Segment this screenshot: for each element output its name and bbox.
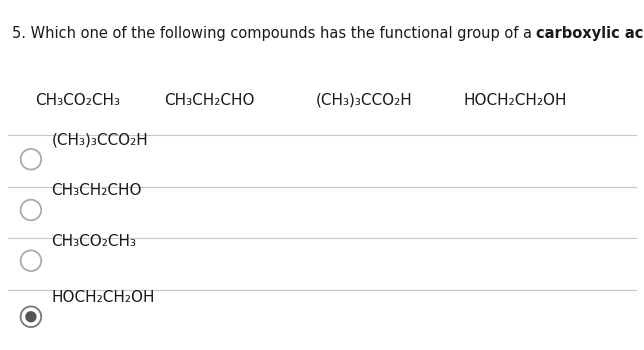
Text: HOCH₂CH₂OH: HOCH₂CH₂OH [52, 290, 155, 305]
Text: (CH₃)₃CCO₂H: (CH₃)₃CCO₂H [52, 132, 148, 147]
Text: 5. Which one of the following compounds has the functional group of a: 5. Which one of the following compounds … [12, 26, 536, 41]
Text: carboxylic acid: carboxylic acid [536, 26, 644, 41]
Text: CH₃CH₂CHO: CH₃CH₂CHO [164, 93, 255, 108]
Text: CH₃CH₂CHO: CH₃CH₂CHO [52, 183, 142, 198]
Text: (CH₃)₃CCO₂H: (CH₃)₃CCO₂H [316, 93, 412, 108]
Text: HOCH₂CH₂OH: HOCH₂CH₂OH [464, 93, 567, 108]
Text: CH₃CO₂CH₃: CH₃CO₂CH₃ [52, 234, 137, 249]
Text: CH₃CO₂CH₃: CH₃CO₂CH₃ [35, 93, 120, 108]
